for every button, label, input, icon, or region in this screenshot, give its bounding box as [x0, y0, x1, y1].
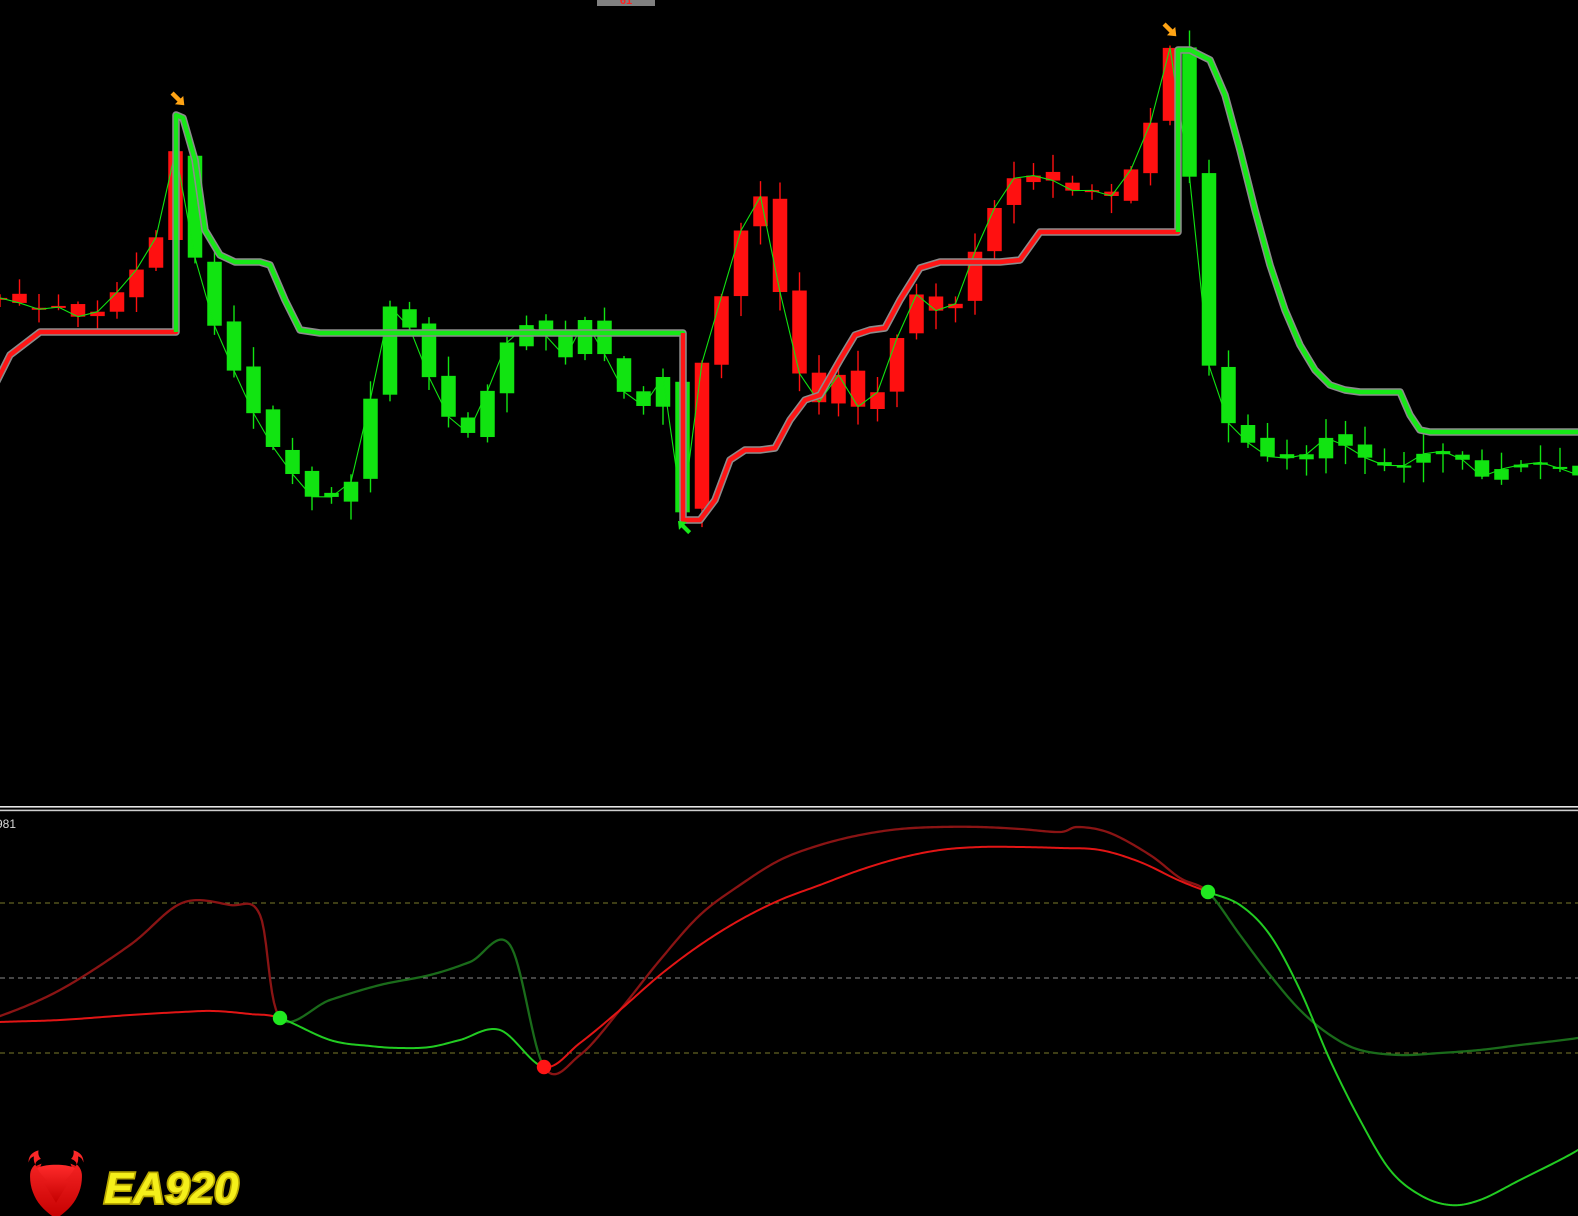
svg-text:981: 981 [0, 817, 16, 831]
svg-text:61: 61 [620, 0, 632, 7]
svg-text:EA920: EA920 [104, 1164, 239, 1213]
